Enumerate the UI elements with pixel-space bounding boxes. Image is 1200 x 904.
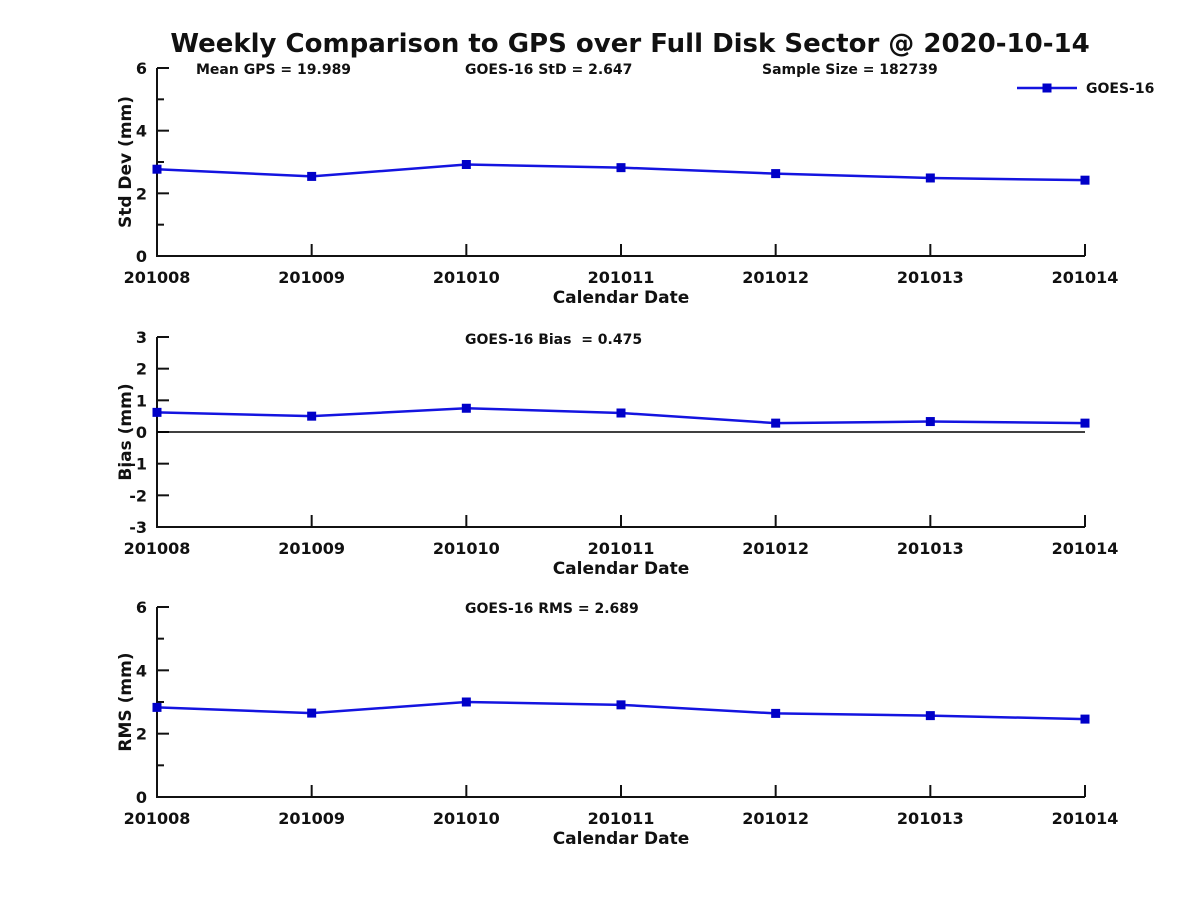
xtick-label-bias: 201013: [897, 539, 964, 558]
xtick-label-std-dev: 201012: [742, 268, 809, 287]
xtick-label-std-dev: 201009: [278, 268, 345, 287]
series-marker-bias: [152, 407, 162, 417]
series-marker-std-dev: [152, 164, 162, 174]
legend-marker: [1042, 83, 1052, 93]
xtick-label-bias: 201012: [742, 539, 809, 558]
xtick-label-bias: 201010: [433, 539, 500, 558]
ylabel-bias: Bias (mm): [116, 383, 136, 480]
series-marker-bias: [1080, 418, 1090, 428]
annotation-goes16-rms: GOES-16 RMS = 2.689: [465, 601, 639, 617]
ytick-label-rms: 6: [136, 598, 147, 617]
series-marker-bias: [307, 411, 317, 421]
series-marker-rms: [1080, 714, 1090, 724]
xtick-label-std-dev: 201013: [897, 268, 964, 287]
xtick-label-bias: 201008: [124, 539, 191, 558]
xtick-label-rms: 201008: [124, 809, 191, 828]
series-marker-std-dev: [616, 163, 626, 173]
annotation-goes16-std: GOES-16 StD = 2.647: [465, 62, 632, 78]
ytick-label-bias: 2: [136, 360, 147, 379]
series-marker-rms: [925, 711, 935, 721]
ytick-label-std-dev: 0: [136, 247, 147, 266]
ytick-label-std-dev: 2: [136, 184, 147, 203]
series-marker-std-dev: [307, 171, 317, 181]
ytick-label-bias: -1: [129, 455, 147, 474]
ytick-label-bias: 3: [136, 328, 147, 347]
ytick-label-bias: 0: [136, 423, 147, 442]
axis-std-dev: [156, 68, 1085, 257]
legend-label: GOES-16: [1086, 81, 1154, 97]
ytick-label-bias: -2: [129, 486, 147, 505]
series-marker-bias: [461, 403, 471, 413]
xtick-label-std-dev: 201011: [588, 268, 655, 287]
xlabel-bias: Calendar Date: [553, 559, 690, 579]
xtick-label-bias: 201011: [588, 539, 655, 558]
ytick-label-std-dev: 4: [136, 122, 147, 141]
legend: GOES-16: [1017, 81, 1154, 97]
series-marker-std-dev: [461, 160, 471, 170]
xtick-label-std-dev: 201010: [433, 268, 500, 287]
xlabel-std-dev: Calendar Date: [553, 288, 690, 308]
ytick-label-bias: 1: [136, 391, 147, 410]
xtick-label-bias: 201014: [1052, 539, 1119, 558]
xtick-label-rms: 201013: [897, 809, 964, 828]
xtick-label-rms: 201011: [588, 809, 655, 828]
ylabel-std-dev: Std Dev (mm): [116, 96, 136, 228]
series-marker-rms: [152, 702, 162, 712]
series-marker-rms: [307, 708, 317, 718]
ytick-label-rms: 2: [136, 725, 147, 744]
xtick-label-rms: 201014: [1052, 809, 1119, 828]
ytick-label-rms: 4: [136, 661, 147, 680]
xtick-label-rms: 201009: [278, 809, 345, 828]
annotation-sample-size: Sample Size = 182739: [762, 62, 938, 78]
series-marker-bias: [771, 418, 781, 428]
ylabel-rms: RMS (mm): [116, 652, 136, 751]
ytick-label-std-dev: 6: [136, 59, 147, 78]
series-marker-bias: [616, 408, 626, 418]
annotation-mean-gps: Mean GPS = 19.989: [196, 62, 351, 78]
series-marker-std-dev: [925, 173, 935, 183]
series-marker-bias: [925, 417, 935, 427]
series-marker-rms: [616, 700, 626, 710]
figure-title: Weekly Comparison to GPS over Full Disk …: [170, 29, 1089, 59]
annotation-goes16-bias: GOES-16 Bias = 0.475: [465, 332, 642, 348]
plots-layer: 0 2 4 6 201008 201009 201010 201011 201012 201013…: [124, 59, 1119, 828]
series-marker-std-dev: [1080, 175, 1090, 185]
xtick-label-std-dev: 201008: [124, 268, 191, 287]
ytick-label-rms: 0: [136, 788, 147, 807]
ytick-label-bias: -3: [129, 518, 147, 537]
series-marker-rms: [461, 697, 471, 707]
series-marker-std-dev: [771, 169, 781, 179]
xtick-label-rms: 201012: [742, 809, 809, 828]
xlabel-rms: Calendar Date: [553, 829, 690, 849]
xtick-label-std-dev: 201014: [1052, 268, 1119, 287]
xtick-label-rms: 201010: [433, 809, 500, 828]
xtick-label-bias: 201009: [278, 539, 345, 558]
series-marker-rms: [771, 708, 781, 718]
